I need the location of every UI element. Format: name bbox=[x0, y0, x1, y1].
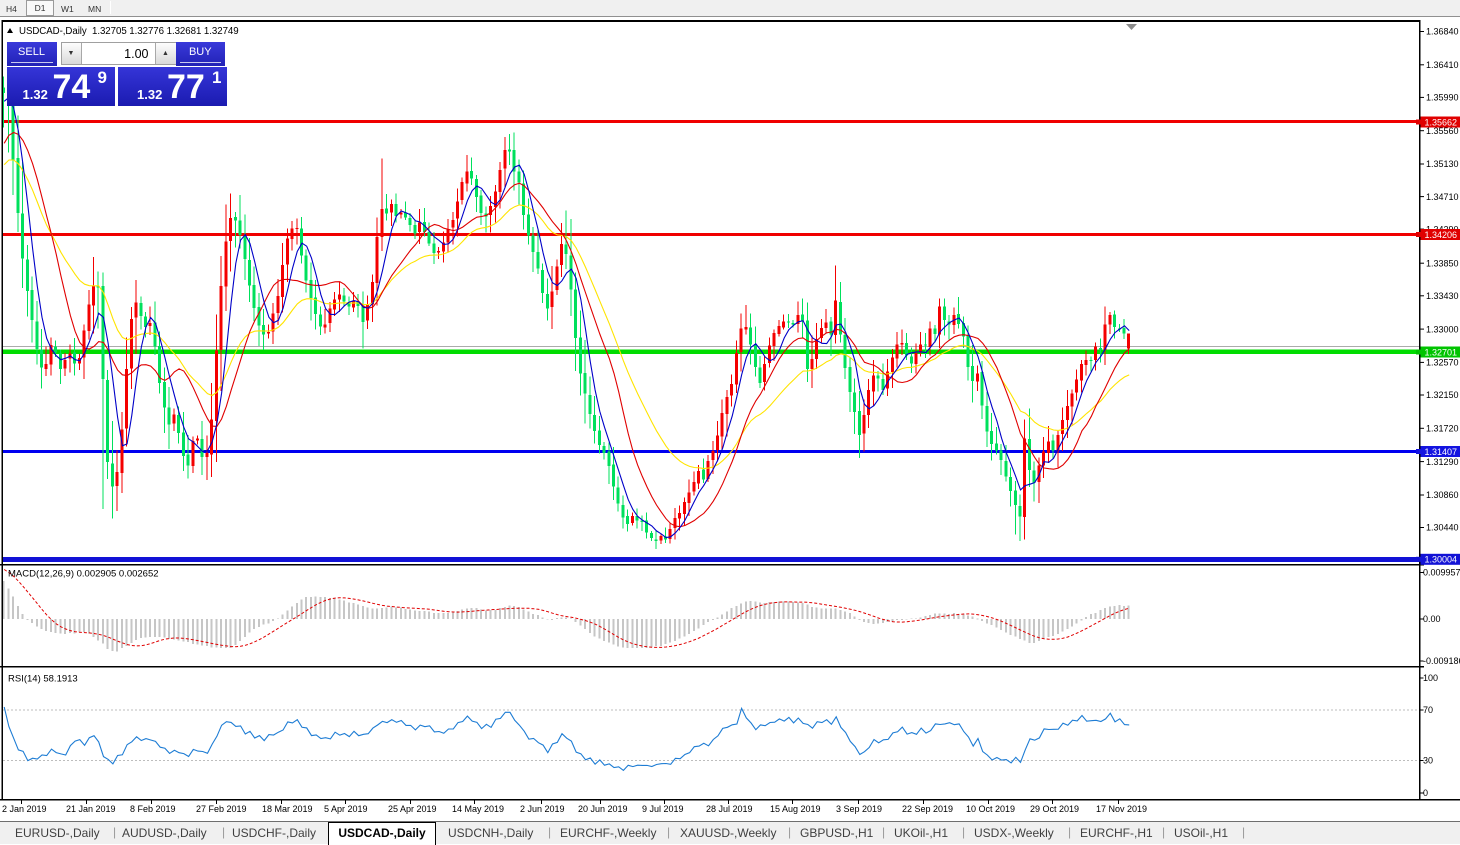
svg-text:1.30440: 1.30440 bbox=[1426, 523, 1459, 533]
svg-text:1.31407: 1.31407 bbox=[1425, 447, 1458, 457]
svg-text:1.32701: 1.32701 bbox=[1425, 347, 1458, 357]
svg-text:1.33430: 1.33430 bbox=[1426, 291, 1459, 301]
svg-text:0.009957: 0.009957 bbox=[1423, 568, 1460, 578]
svg-text:1.36410: 1.36410 bbox=[1426, 60, 1459, 70]
svg-text:1.35130: 1.35130 bbox=[1426, 159, 1459, 169]
svg-text:1.30860: 1.30860 bbox=[1426, 490, 1459, 500]
svg-text:1.34710: 1.34710 bbox=[1426, 192, 1459, 202]
svg-text:0: 0 bbox=[1423, 788, 1428, 798]
svg-text:100: 100 bbox=[1423, 673, 1438, 683]
svg-text:-0.009186: -0.009186 bbox=[1423, 656, 1460, 666]
svg-text:1.35662: 1.35662 bbox=[1425, 117, 1458, 127]
svg-text:1.35990: 1.35990 bbox=[1426, 93, 1459, 103]
svg-text:1.31290: 1.31290 bbox=[1426, 457, 1459, 467]
svg-text:1.33000: 1.33000 bbox=[1426, 324, 1459, 334]
svg-text:RSI(14) 58.1913: RSI(14) 58.1913 bbox=[8, 674, 78, 685]
svg-text:1.31720: 1.31720 bbox=[1426, 424, 1459, 434]
svg-text:MACD(12,26,9) 0.002905 0.00265: MACD(12,26,9) 0.002905 0.002652 bbox=[8, 569, 159, 580]
svg-text:1.30004: 1.30004 bbox=[1425, 555, 1458, 565]
svg-text:1.33850: 1.33850 bbox=[1426, 258, 1459, 268]
svg-text:0.00: 0.00 bbox=[1423, 614, 1441, 624]
svg-text:1.32150: 1.32150 bbox=[1426, 390, 1459, 400]
svg-text:1.32570: 1.32570 bbox=[1426, 358, 1459, 368]
svg-text:70: 70 bbox=[1423, 705, 1433, 715]
svg-text:30: 30 bbox=[1423, 756, 1433, 766]
svg-text:1.36840: 1.36840 bbox=[1426, 27, 1459, 37]
svg-text:1.34206: 1.34206 bbox=[1425, 230, 1458, 240]
